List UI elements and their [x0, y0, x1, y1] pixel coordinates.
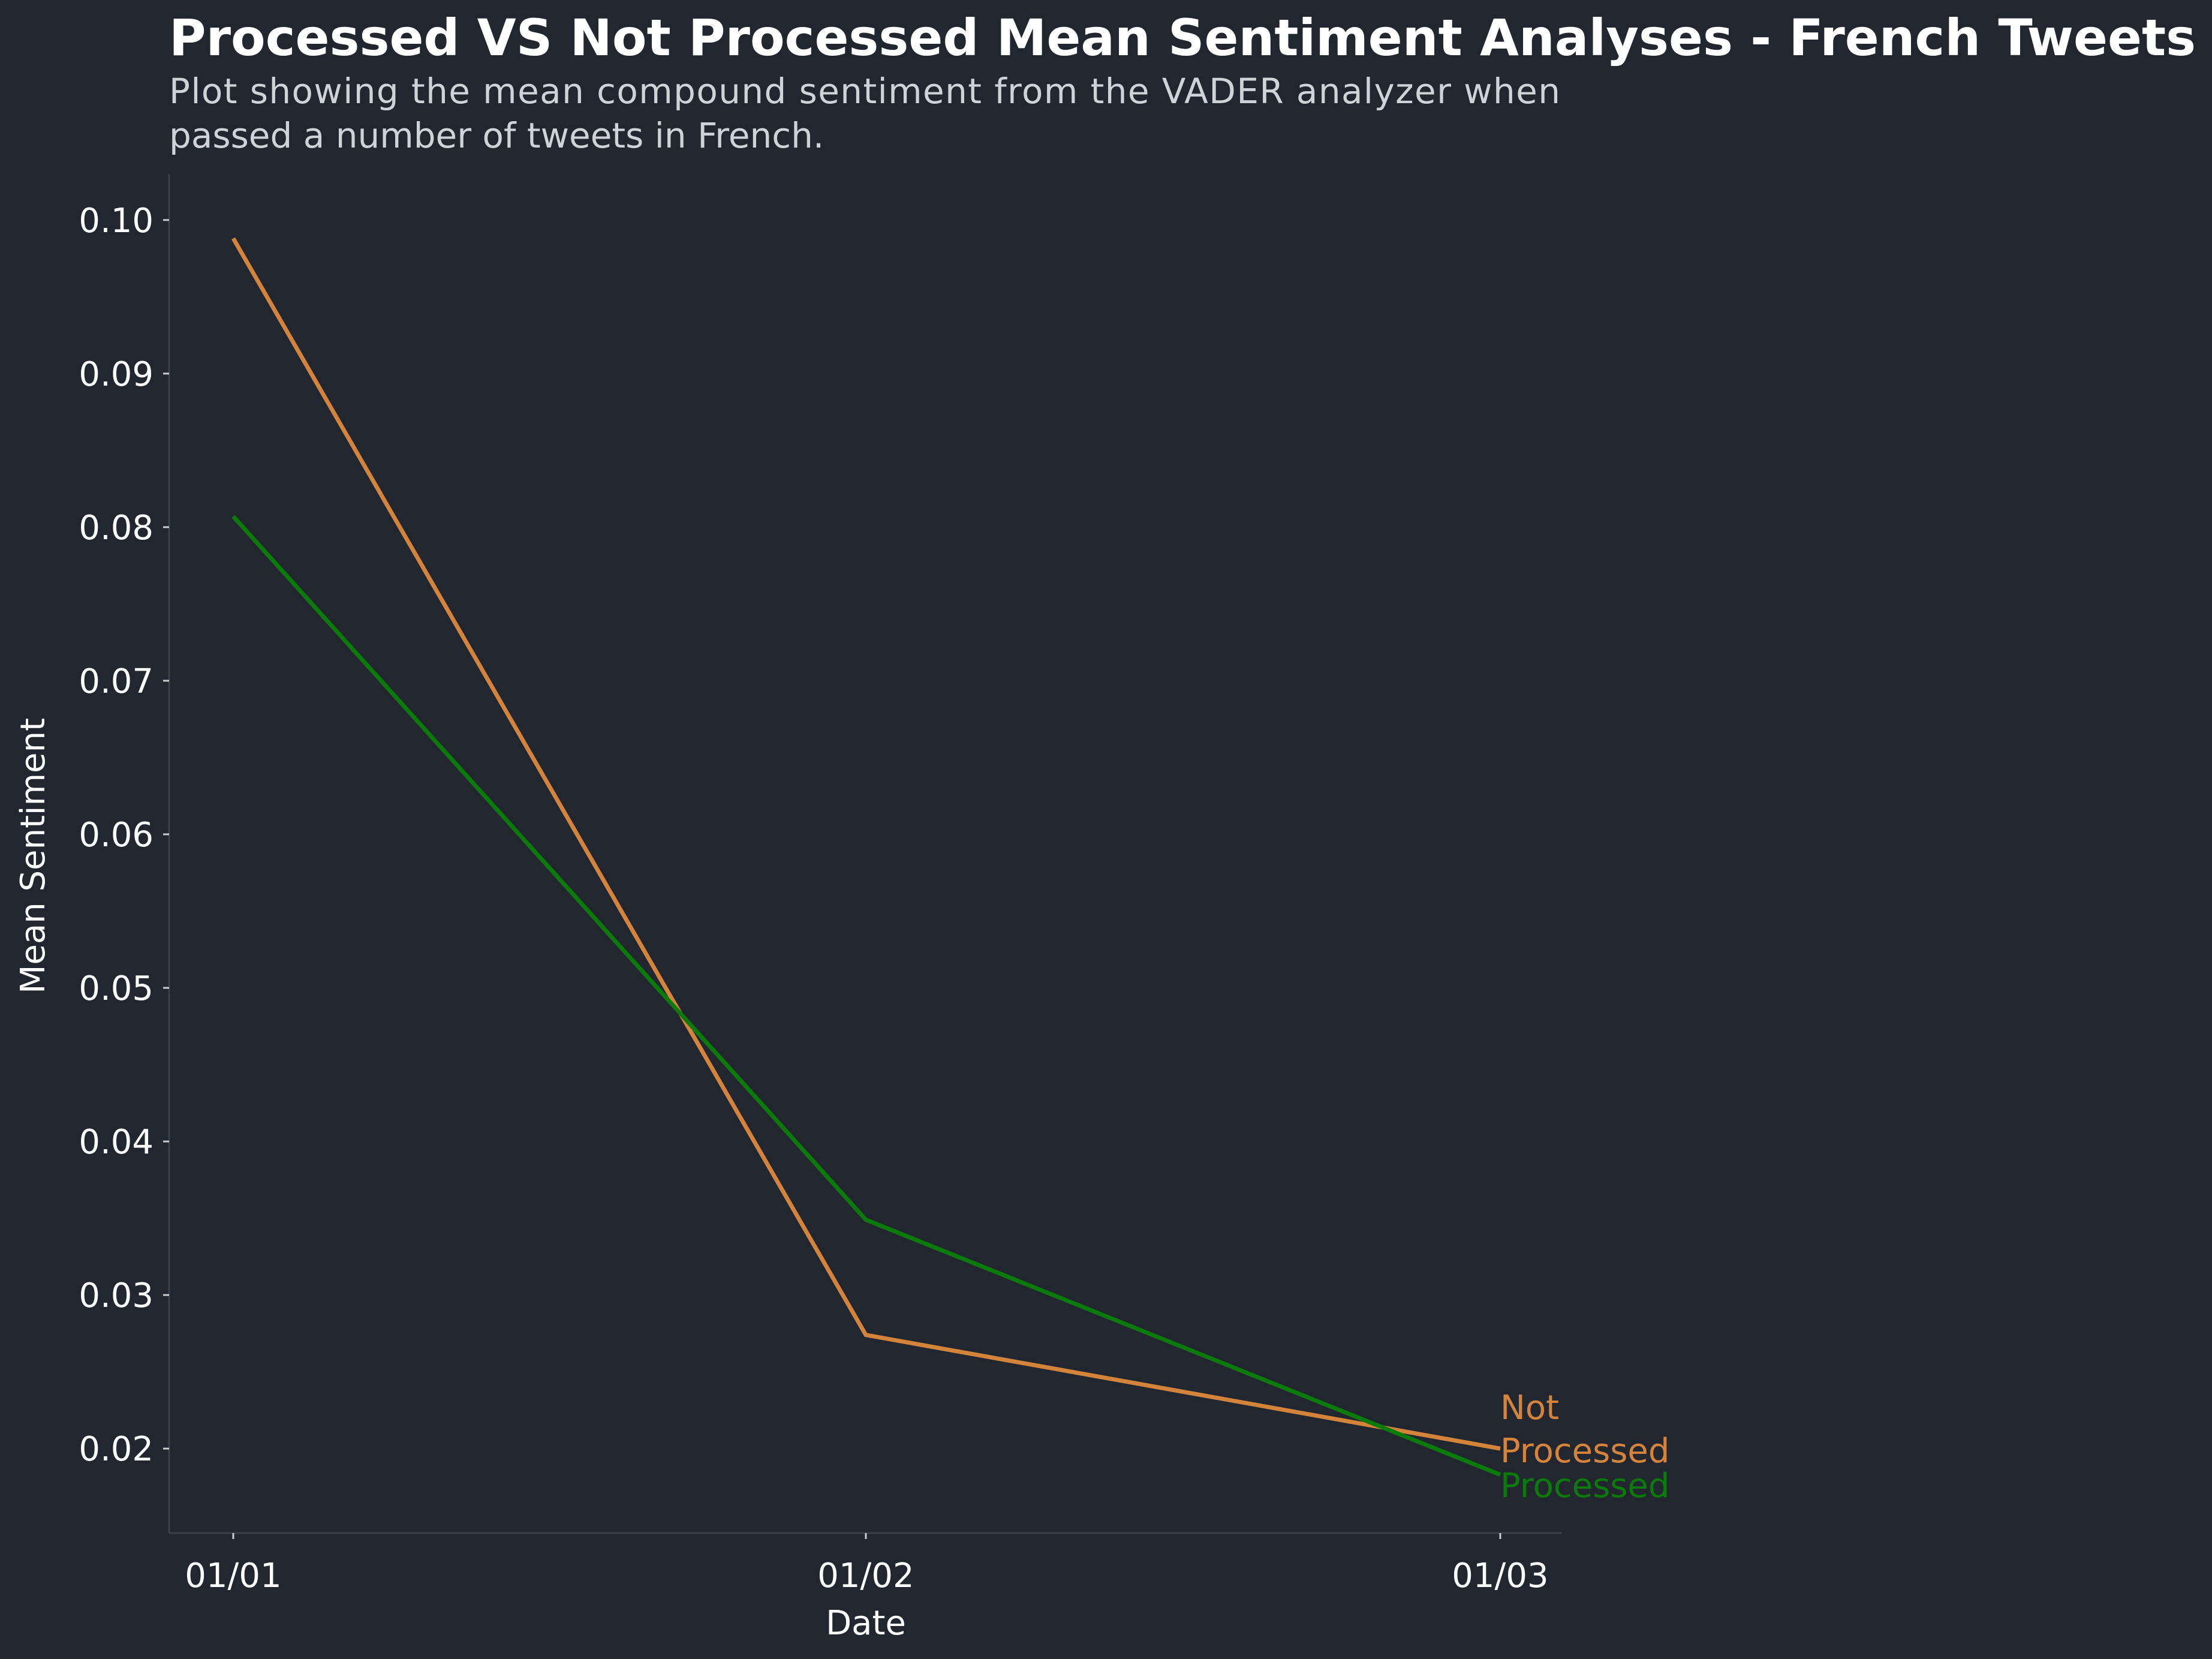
y-tick-label: 0.04: [79, 1123, 154, 1162]
y-tick-label: 0.06: [79, 816, 154, 855]
y-tick-label: 0.02: [79, 1430, 154, 1469]
y-tick-label: 0.07: [79, 662, 154, 701]
chart-subtitle-line-2: passed a number of tweets in French.: [169, 115, 824, 156]
y-tick-label: 0.08: [79, 509, 154, 548]
y-tick-label: 0.05: [79, 969, 154, 1008]
series-label: Processed: [1500, 1466, 1669, 1505]
y-tick-label: 0.10: [79, 202, 154, 241]
y-tick-label: 0.03: [79, 1276, 154, 1315]
chart-subtitle-line-1: Plot showing the mean compound sentiment…: [169, 71, 1560, 112]
y-axis-ticks: 0.02 0.03 0.04 0.05 0.06 0.07 0.08 0.09 0.10: [79, 202, 169, 1469]
y-tick-label: 0.09: [79, 355, 154, 394]
x-axis-label: Date: [826, 1604, 906, 1643]
x-tick-label: 01/01: [185, 1556, 281, 1595]
series-label: Processed: [1500, 1432, 1669, 1471]
chart-title: Processed VS Not Processed Mean Sentimen…: [169, 8, 2196, 67]
x-axis-ticks: 01/01 01/02 01/03: [185, 1533, 1549, 1595]
series-lines: [231, 237, 1501, 1477]
x-tick-label: 01/03: [1452, 1556, 1548, 1595]
series-label: Not: [1500, 1388, 1559, 1427]
y-axis-label: Mean Sentiment: [14, 718, 53, 994]
axes: [168, 174, 1562, 1534]
series-line: [231, 237, 1501, 1451]
series-line: [231, 515, 1501, 1477]
x-tick-label: 01/02: [817, 1556, 914, 1595]
